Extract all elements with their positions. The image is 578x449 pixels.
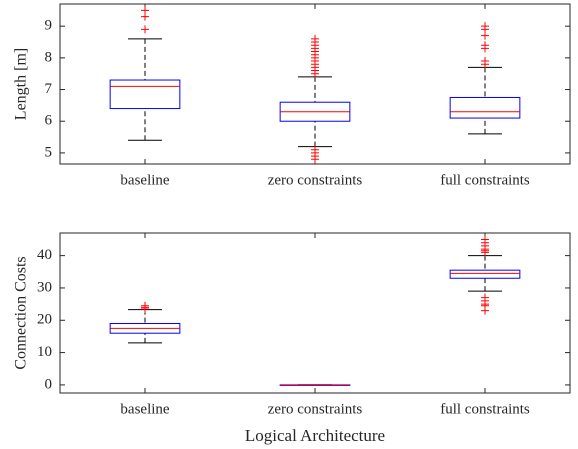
outlier [481,235,489,244]
y-tick-label: 9 [45,18,53,34]
y-tick-label: 5 [45,144,53,160]
x-tick-label: zero constraints [268,401,363,417]
x-tick-label: baseline [120,172,169,188]
y-tick-label: 10 [37,344,52,360]
y-tick-label: 40 [37,247,52,263]
y-axis-label: Length [m] [13,48,30,120]
x-tick-label: full constraints [440,172,530,188]
outlier [481,22,489,31]
box [449,96,521,119]
x-axis-label: Logical Architecture [245,426,385,445]
outlier [141,25,149,34]
outlier [481,293,489,302]
outlier [481,41,489,50]
y-tick-label: 30 [37,279,52,295]
outlier [311,34,319,43]
y-tick-label: 8 [45,49,53,65]
y-tick-label: 0 [45,376,53,392]
x-tick-label: full constraints [440,401,530,417]
y-tick-label: 20 [37,312,52,328]
outlier [141,6,149,15]
x-tick-label: baseline [120,401,169,417]
y-axis-label: Connection Costs [13,256,30,369]
y-tick-label: 7 [45,81,53,97]
outlier [481,57,489,66]
box [449,269,521,279]
axes-box [59,232,571,394]
y-tick-label: 6 [45,113,53,129]
x-tick-label: zero constraints [268,172,363,188]
outlier [311,145,319,154]
box [109,79,181,110]
outlier [141,301,149,310]
